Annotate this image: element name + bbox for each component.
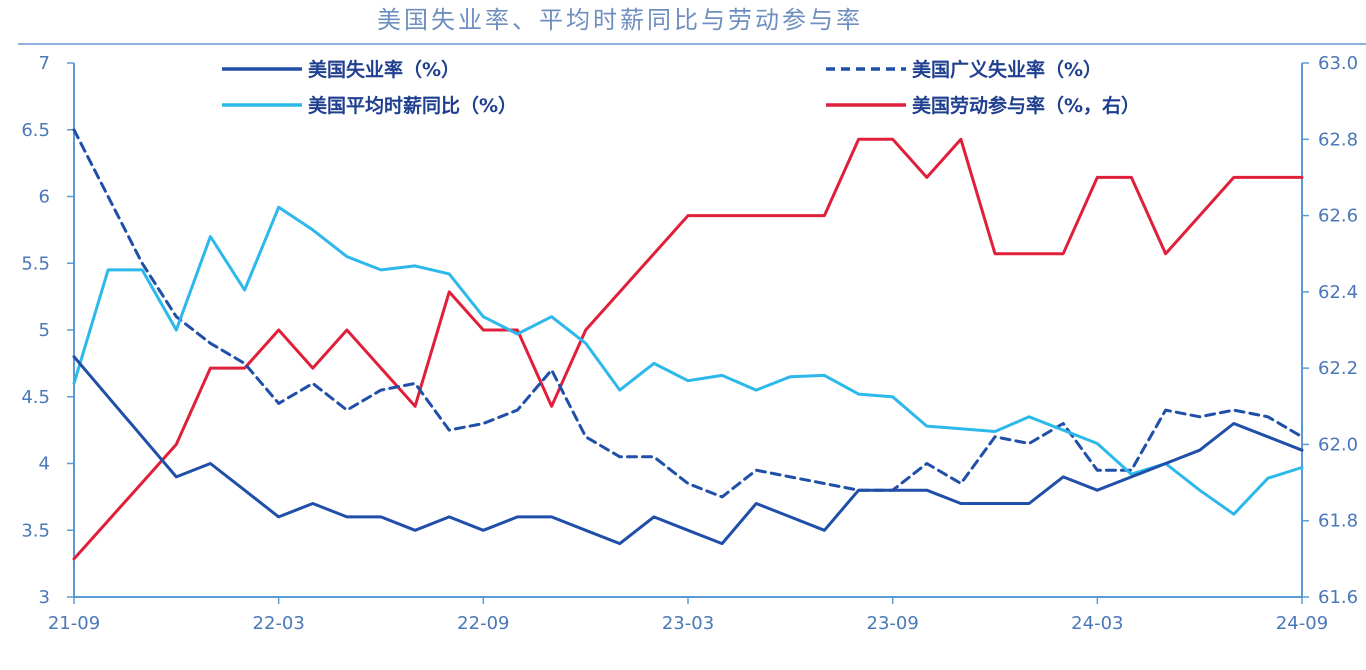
y-left-tick-label: 4.5 [21,387,50,408]
y-right-tick-label: 61.8 [1318,511,1358,532]
legend-label-0: 美国失业率（%） [308,58,460,81]
y-left-tick-label: 4 [39,454,50,475]
y-left-tick-label: 6.5 [21,120,50,141]
series-line-3 [72,137,1304,561]
x-tick-label: 23-09 [867,613,919,634]
series-line-1 [72,128,1304,499]
series-line-2 [72,205,1304,516]
y-left-tick-label: 5.5 [21,253,50,274]
legend-label-2: 美国平均时薪同比（%） [308,94,517,117]
x-tick-label: 22-03 [253,613,305,634]
y-left-tick-label: 6 [39,187,50,208]
y-right-tick-label: 62.0 [1318,434,1358,455]
legend-label-3: 美国劳动参与率（%，右） [912,94,1140,117]
y-right-tick-label: 62.6 [1318,206,1358,227]
y-left-tick-label: 3.5 [21,520,50,541]
legend: 美国失业率（%） 美国广义失业率（%） 美国平均时薪同比（%） 美国劳动参与率（%，右… [222,58,1140,117]
x-tick-label: 23-03 [662,613,714,634]
x-tick-label: 24-03 [1071,613,1123,634]
y-left-tick-label: 3 [39,587,50,608]
series-layer [72,128,1304,561]
y-left-tick-label: 7 [39,53,50,74]
legend-label-1: 美国广义失业率（%） [912,58,1102,81]
y-left-tick-label: 5 [39,320,50,341]
x-tick-label: 21-09 [48,613,100,634]
y-right-tick-label: 61.6 [1318,587,1358,608]
chart-title: 美国失业率、平均时薪同比与劳动参与率 [377,6,863,34]
axes-layer: 3 3.5 4 4.5 5 5.5 6 6.5 7 61.6 61.8 62.0 62.2 62.4 62.… [21,53,1358,634]
x-tick-label: 24-09 [1276,613,1328,634]
series-line-0 [72,355,1304,546]
y-right-tick-label: 63.0 [1318,53,1358,74]
y-right-tick-label: 62.2 [1318,358,1358,379]
y-right-tick-label: 62.8 [1318,129,1358,150]
y-right-tick-label: 62.4 [1318,282,1358,303]
x-tick-label: 22-09 [457,613,509,634]
